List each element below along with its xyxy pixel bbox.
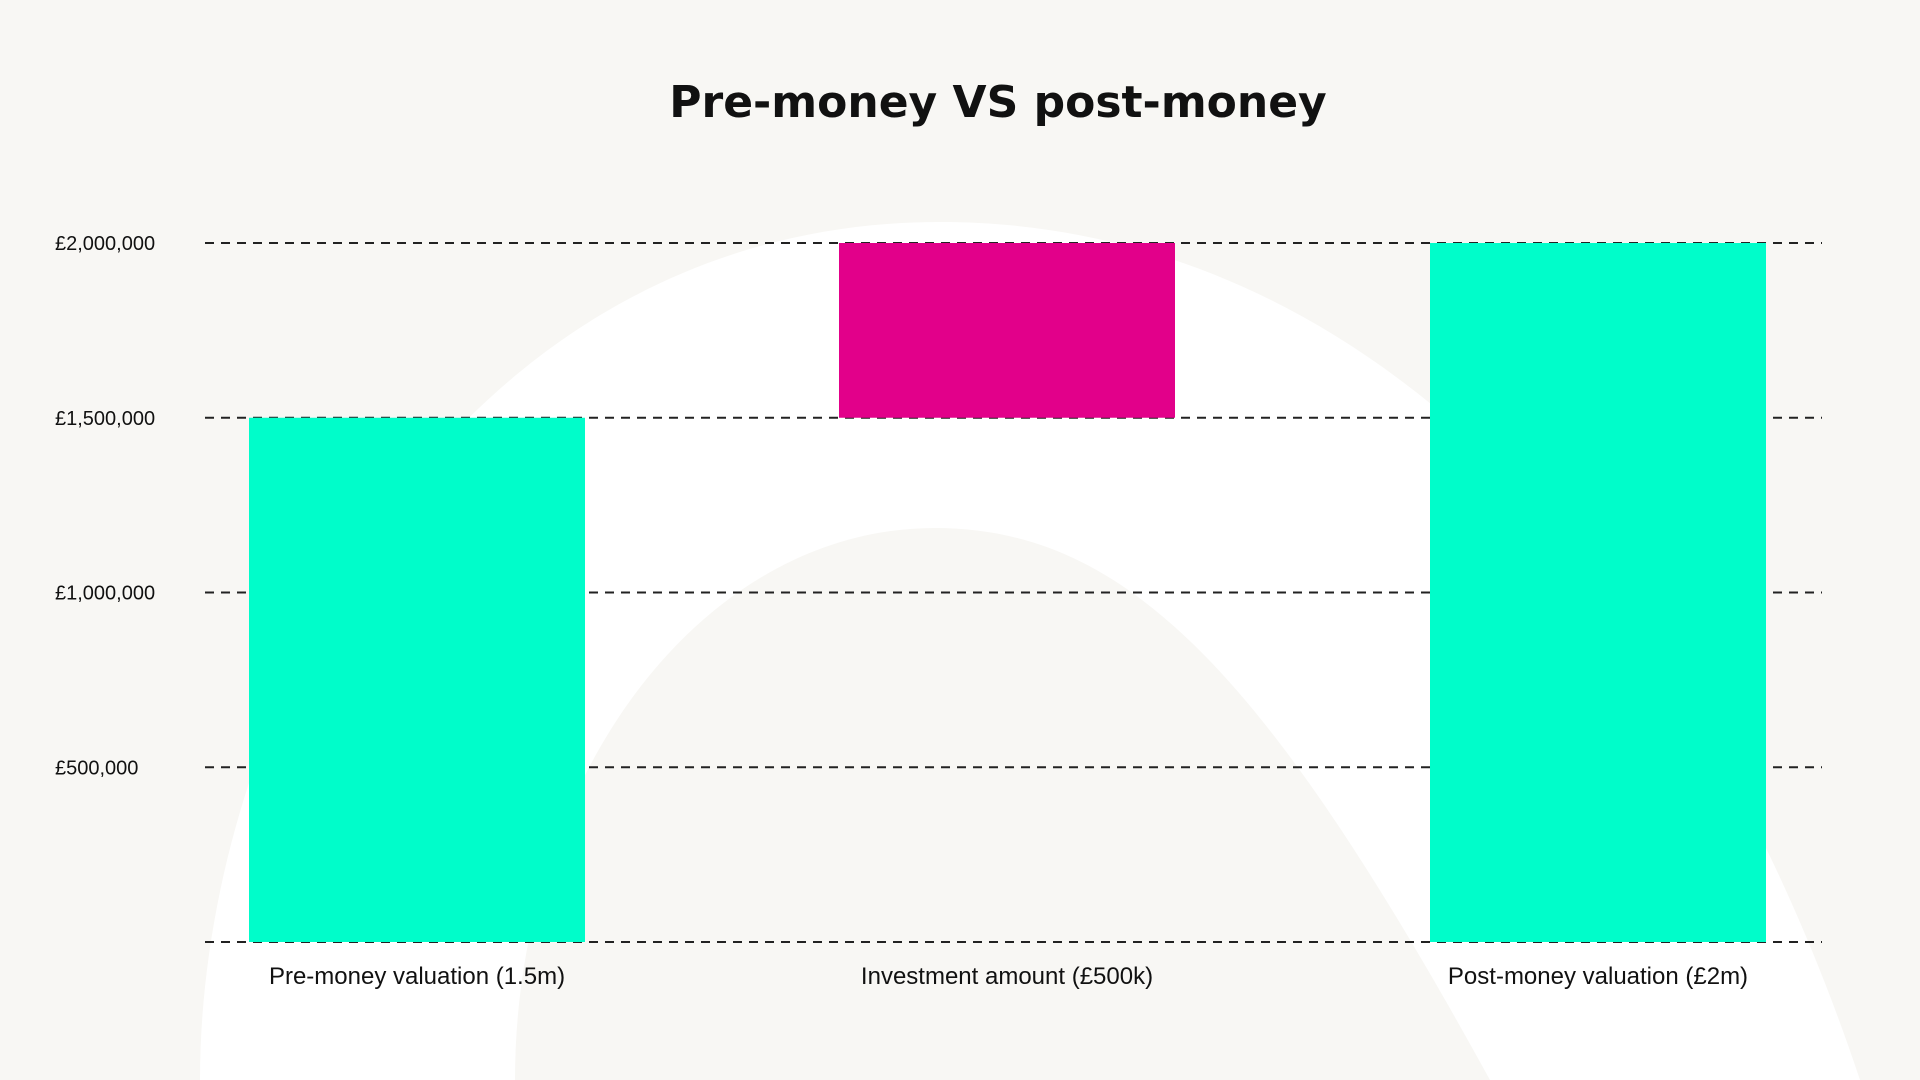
y-axis-tick-labels: £500,000 £1,000,000 £1,500,000 £2,000,000: [55, 233, 155, 779]
y-tick-label: £1,500,000: [55, 408, 155, 430]
chart-title: Pre-money VS post-money: [669, 77, 1327, 128]
bars: [249, 243, 1766, 942]
x-tick-label: Investment amount (£500k): [861, 963, 1153, 990]
x-axis-tick-labels: Pre-money valuation (1.5m) Investment amo…: [269, 963, 1748, 990]
bar-investment-amount: [839, 243, 1175, 418]
x-tick-label: Pre-money valuation (1.5m): [269, 963, 565, 990]
x-tick-label: Post-money valuation (£2m): [1448, 963, 1748, 990]
y-tick-label: £500,000: [55, 757, 138, 779]
y-tick-label: £1,000,000: [55, 583, 155, 605]
bar-post-money: [1430, 243, 1766, 942]
y-tick-label: £2,000,000: [55, 233, 155, 255]
bar-pre-money: [249, 417, 585, 942]
